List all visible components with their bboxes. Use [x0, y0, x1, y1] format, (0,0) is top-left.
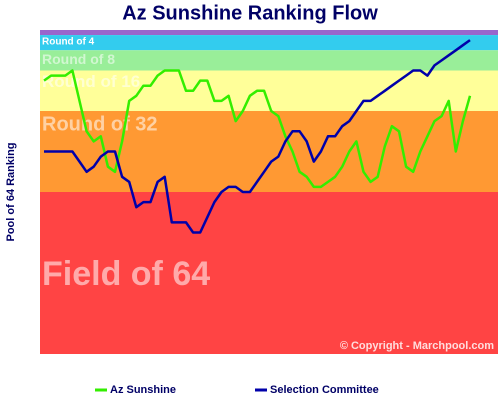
series-line	[44, 39, 471, 234]
bands: Round of 4 Round of 8 Round of 16 Round of …	[40, 30, 498, 354]
band-label: Round of 4	[42, 37, 95, 48]
band-label: Round of 8	[42, 51, 115, 67]
band-label: Round of 16	[42, 72, 140, 91]
band	[40, 192, 498, 354]
copyright: © Copyright - Marchpool.com	[340, 340, 494, 352]
y-axis-label: Pool of 64 Ranking	[5, 142, 17, 241]
legend-label: Az Sunshine	[110, 384, 176, 396]
legend-label: Selection Committee	[270, 384, 379, 396]
chart-title: Az Sunshine Ranking Flow	[122, 2, 378, 24]
legend: Az Sunshine Selection Committee	[95, 384, 379, 396]
band	[40, 35, 498, 51]
band-label: Field of 64	[42, 255, 210, 293]
band	[40, 30, 498, 36]
series-line	[43, 69, 472, 189]
lines	[43, 39, 472, 234]
band-label: Round of 32	[42, 113, 158, 135]
band	[40, 50, 498, 71]
